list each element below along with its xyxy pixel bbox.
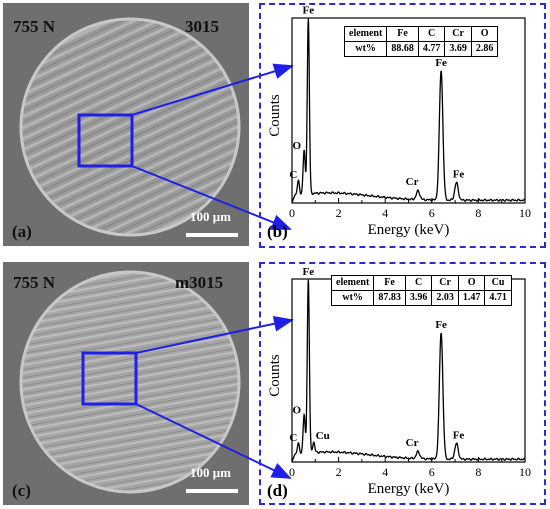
frame-b bbox=[259, 3, 546, 248]
table-header-cell: element bbox=[343, 26, 388, 42]
x-tick-label: 0 bbox=[289, 465, 295, 479]
x-tick-label: 6 bbox=[429, 206, 435, 220]
scale-bar-label-c: 100 μm bbox=[190, 465, 231, 480]
table-row-label: wt% bbox=[343, 41, 388, 57]
x-tick-label: 8 bbox=[475, 206, 481, 220]
x-tick-label: 4 bbox=[382, 206, 388, 220]
scale-bar-a bbox=[186, 233, 238, 237]
table-cell: 4.71 bbox=[484, 290, 512, 306]
peak-label: O bbox=[293, 405, 302, 417]
scale-bar-label-a: 100 μm bbox=[190, 209, 231, 224]
table-cell: 2.03 bbox=[431, 290, 459, 306]
scale-bar-c bbox=[186, 489, 238, 493]
composition-table-d: element Fe C Cr O Cu wt% 87.83 3.96 2.03… bbox=[330, 275, 512, 306]
frame-d bbox=[259, 262, 546, 505]
y-axis-label: Counts bbox=[267, 354, 283, 397]
eds-spectrum-b: 0 2 4 6 8 10 Energy (keV) Counts (b) C O Fe Cr Fe Fe bbox=[267, 5, 531, 241]
table-header-cell: O bbox=[470, 26, 499, 42]
table-cell: 87.83 bbox=[373, 290, 406, 306]
table-cell: 3.96 bbox=[404, 290, 433, 306]
peak-label: Cr bbox=[406, 437, 419, 449]
table-cell: 88.68 bbox=[386, 41, 419, 57]
load-label-a: 755 N bbox=[13, 17, 56, 36]
table-header-cell: Cr bbox=[444, 26, 472, 42]
peak-label: Fe bbox=[303, 266, 315, 278]
table-row: wt% 88.68 4.77 3.69 2.86 bbox=[343, 41, 499, 57]
panel-label-a: (a) bbox=[12, 222, 32, 241]
load-label-c: 755 N bbox=[13, 273, 56, 292]
panel-label: (d) bbox=[267, 481, 288, 500]
x-tick-label: 2 bbox=[336, 465, 342, 479]
x-tick-label: 0 bbox=[289, 206, 295, 220]
zoom-box-c bbox=[81, 351, 138, 406]
table-header-cell: element bbox=[330, 275, 375, 291]
peak-label: Fe bbox=[435, 57, 447, 69]
x-tick-label: 2 bbox=[336, 206, 342, 220]
sample-label-c: m3015 bbox=[175, 273, 224, 292]
peak-label: Fe bbox=[453, 429, 465, 441]
peak-label: C bbox=[289, 432, 297, 444]
spectrum-line bbox=[291, 279, 526, 463]
table-row-label: wt% bbox=[330, 290, 375, 306]
table-header-row: element Fe C Cr O bbox=[343, 26, 499, 42]
composition-table-b: element Fe C Cr O wt% 88.68 4.77 3.69 2.… bbox=[343, 26, 499, 57]
x-axis-label: Energy (keV) bbox=[368, 222, 450, 238]
table-cell: 1.47 bbox=[457, 290, 486, 306]
panel-label-c: (c) bbox=[12, 481, 31, 500]
wear-scar-c bbox=[19, 270, 241, 494]
x-tick-label: 10 bbox=[519, 206, 531, 220]
peak-label: Cr bbox=[406, 176, 419, 188]
table-header-cell: C bbox=[417, 26, 446, 42]
table-row: wt% 87.83 3.96 2.03 1.47 4.71 bbox=[330, 290, 512, 306]
sample-label-a: 3015 bbox=[185, 17, 219, 36]
y-axis-label: Counts bbox=[267, 94, 283, 137]
table-header-row: element Fe C Cr O Cu bbox=[330, 275, 512, 291]
spectrum-line bbox=[291, 18, 526, 204]
table-header-cell: Fe bbox=[386, 26, 419, 42]
wear-scar-a bbox=[19, 17, 241, 237]
x-axis-label: Energy (keV) bbox=[368, 481, 450, 497]
peak-label: C bbox=[289, 169, 297, 181]
peak-label: Fe bbox=[435, 319, 447, 331]
peak-label: Fe bbox=[303, 5, 315, 17]
table-cell: 2.86 bbox=[470, 41, 499, 57]
zoom-box-a bbox=[77, 113, 134, 168]
x-tick-label: 4 bbox=[382, 465, 388, 479]
panel-label: (b) bbox=[267, 222, 288, 241]
table-header-cell: Cu bbox=[484, 275, 512, 291]
peak-label: Fe bbox=[453, 168, 465, 180]
table-header-cell: Fe bbox=[373, 275, 406, 291]
table-header-cell: O bbox=[457, 275, 486, 291]
table-cell: 3.69 bbox=[444, 41, 472, 57]
table-header-cell: Cr bbox=[431, 275, 459, 291]
eds-spectrum-d: 0 2 4 6 8 10 Energy (keV) Counts (d) C O Fe Cu Cr Fe Fe bbox=[267, 266, 531, 500]
table-header-cell: C bbox=[404, 275, 433, 291]
table-cell: 4.77 bbox=[417, 41, 446, 57]
peak-label: Cu bbox=[316, 430, 330, 442]
x-tick-label: 8 bbox=[475, 465, 481, 479]
peak-label: O bbox=[293, 140, 302, 152]
x-tick-label: 6 bbox=[429, 465, 435, 479]
x-tick-label: 10 bbox=[519, 465, 531, 479]
